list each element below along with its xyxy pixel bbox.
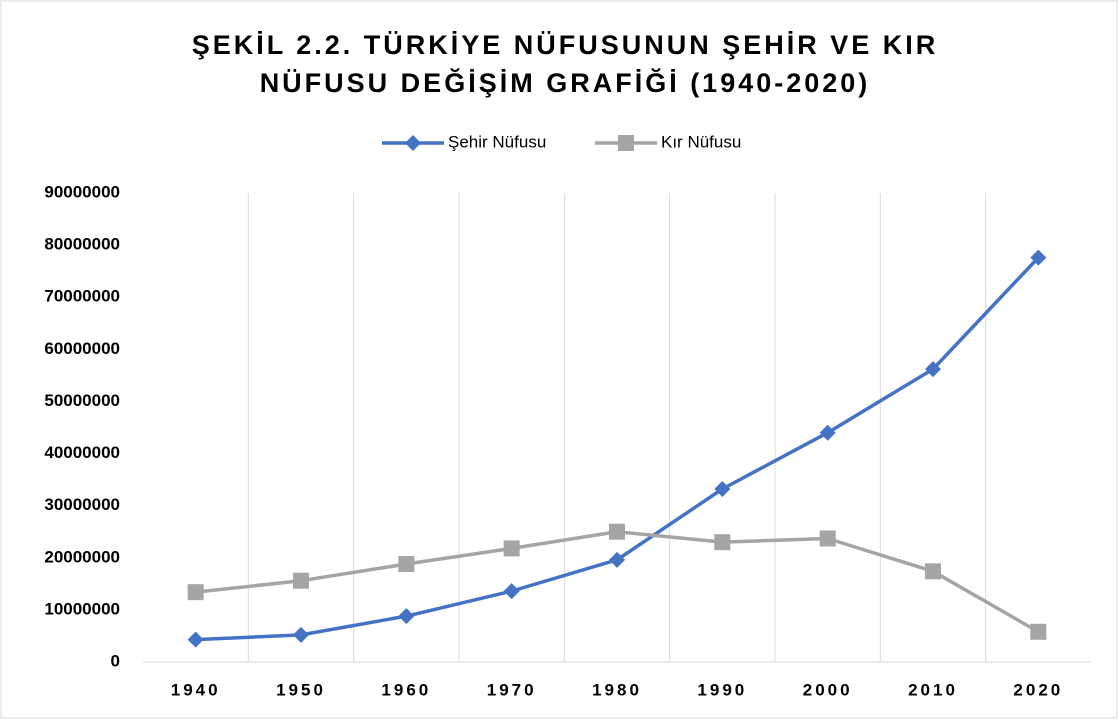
legend-label: Kır Nüfusu	[661, 132, 741, 151]
marker	[503, 540, 520, 557]
x-tick-label: 1990	[697, 680, 747, 699]
chart-title: NÜFUSU DEĞİŞİM GRAFİĞİ (1940-2020)	[260, 67, 871, 98]
marker	[819, 530, 836, 547]
marker	[618, 135, 634, 151]
y-tick-label: 70000000	[44, 287, 120, 306]
y-tick-label: 50000000	[44, 391, 120, 410]
x-tick-label: 1940	[171, 680, 221, 699]
chart-title: ŞEKİL 2.2. TÜRKİYE NÜFUSUNUN ŞEHİR VE KI…	[192, 30, 939, 60]
y-tick-label: 30000000	[44, 495, 120, 514]
x-tick-label: 2020	[1013, 680, 1063, 699]
marker	[293, 626, 309, 643]
marker	[405, 135, 421, 151]
legend-label: Şehir Nüfusu	[448, 132, 546, 151]
marker	[609, 523, 625, 540]
y-tick-label: 90000000	[44, 182, 120, 201]
marker	[398, 608, 415, 625]
marker	[1030, 249, 1047, 266]
y-tick-label: 60000000	[44, 339, 120, 358]
y-tick-label: 40000000	[44, 443, 120, 462]
x-tick-label: 1970	[487, 680, 537, 699]
marker	[187, 584, 204, 601]
marker	[925, 361, 941, 378]
marker	[714, 534, 731, 551]
y-tick-label: 80000000	[44, 235, 120, 254]
marker	[714, 480, 731, 497]
x-tick-label: 1980	[592, 680, 642, 699]
marker	[609, 551, 625, 568]
x-tick-label: 1960	[381, 680, 431, 699]
y-tick-label: 10000000	[44, 599, 120, 618]
x-tick-label: 2010	[908, 680, 958, 699]
x-tick-label: 1950	[276, 680, 326, 699]
marker	[819, 424, 836, 441]
marker	[1030, 623, 1047, 640]
y-tick-label: 20000000	[44, 547, 120, 566]
x-tick-label: 2000	[803, 680, 853, 699]
marker	[187, 631, 204, 648]
marker	[925, 563, 941, 580]
y-tick-label: 0	[111, 651, 120, 670]
marker	[503, 583, 520, 600]
marker	[293, 572, 309, 589]
marker	[398, 556, 415, 573]
